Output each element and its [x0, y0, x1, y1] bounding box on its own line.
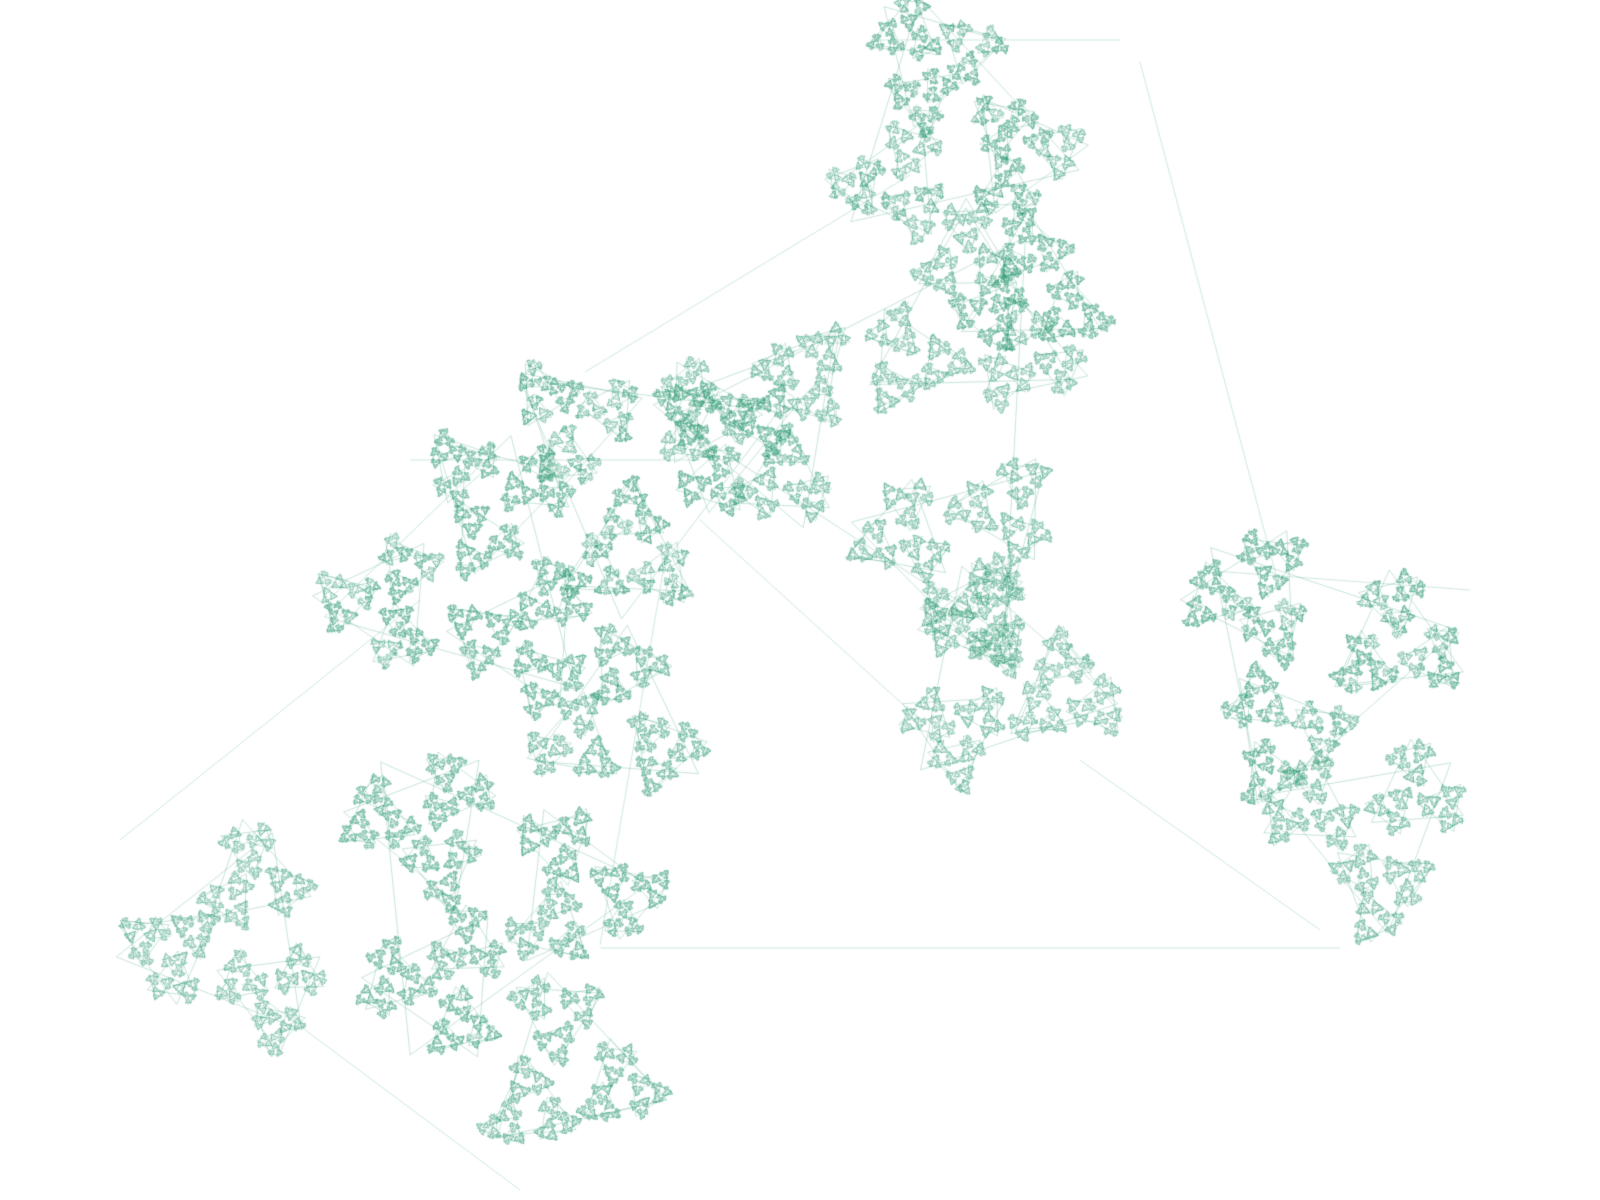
fractal-canvas	[0, 0, 1600, 1200]
fractal-figure	[0, 0, 1600, 1200]
